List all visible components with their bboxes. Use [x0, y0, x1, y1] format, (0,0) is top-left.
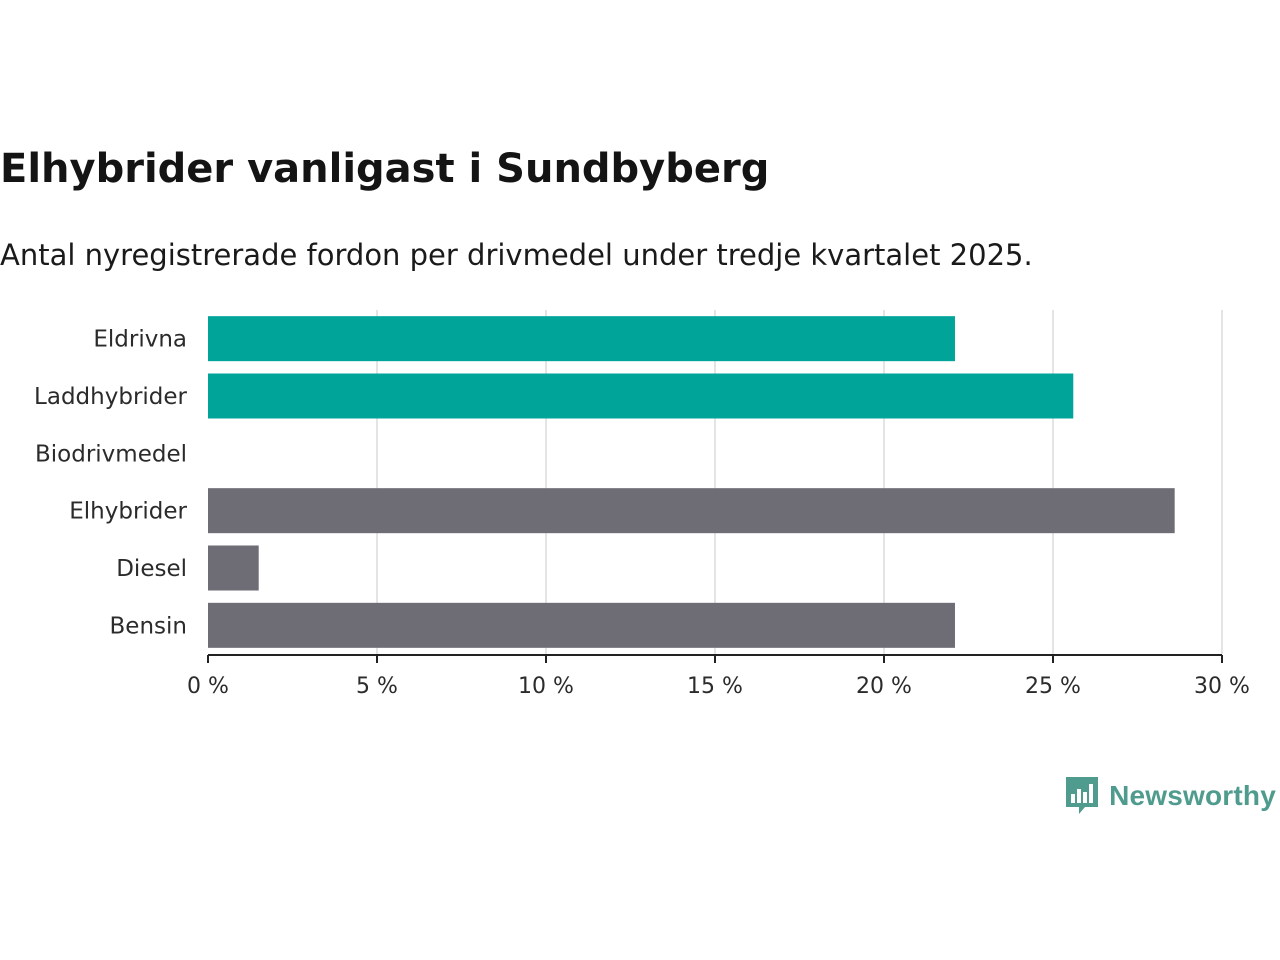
x-tick-label-0: 0 %	[187, 674, 229, 699]
bar-elhybrider	[208, 488, 1175, 534]
bar-eldrivna	[208, 316, 955, 362]
category-label-diesel: Diesel	[116, 556, 187, 582]
x-tick-label-1: 5 %	[356, 674, 398, 699]
category-label-laddhybrider: Laddhybrider	[34, 384, 187, 410]
bar-bensin	[208, 602, 955, 648]
x-tick-label-4: 20 %	[856, 674, 912, 699]
newsworthy-logo-icon	[1066, 777, 1099, 814]
category-labels: Eldrivna Laddhybrider Biodrivmedel Elhybrid…	[34, 327, 187, 640]
x-tick-label-5: 25 %	[1025, 674, 1081, 699]
grid-lines	[376, 310, 1223, 654]
x-tick-label-6: 30 %	[1194, 674, 1250, 699]
bar-chart: 0 % 5 % 10 % 15 % 20 % 25 % 30 % Eldrivna Laddh…	[34, 310, 1250, 699]
x-tick-label-2: 10 %	[518, 674, 574, 699]
category-label-eldrivna: Eldrivna	[93, 327, 187, 353]
x-tick-label-3: 15 %	[687, 674, 743, 699]
chart-title: Elhybrider vanligast i Sundbyberg	[0, 146, 770, 192]
brand-name: Newsworthy	[1109, 780, 1276, 811]
category-label-bensin: Bensin	[110, 613, 187, 639]
category-label-elhybrider: Elhybrider	[69, 499, 187, 525]
bars	[208, 316, 1175, 648]
x-axis: 0 % 5 % 10 % 15 % 20 % 25 % 30 %	[187, 654, 1250, 699]
bar-diesel	[208, 545, 259, 591]
chart-subtitle: Antal nyregistrerade fordon per drivmede…	[0, 238, 1033, 272]
category-label-biodrivmedel: Biodrivmedel	[35, 441, 187, 467]
brand-logo: Newsworthy	[1065, 776, 1276, 816]
bar-laddhybrider	[208, 373, 1074, 419]
